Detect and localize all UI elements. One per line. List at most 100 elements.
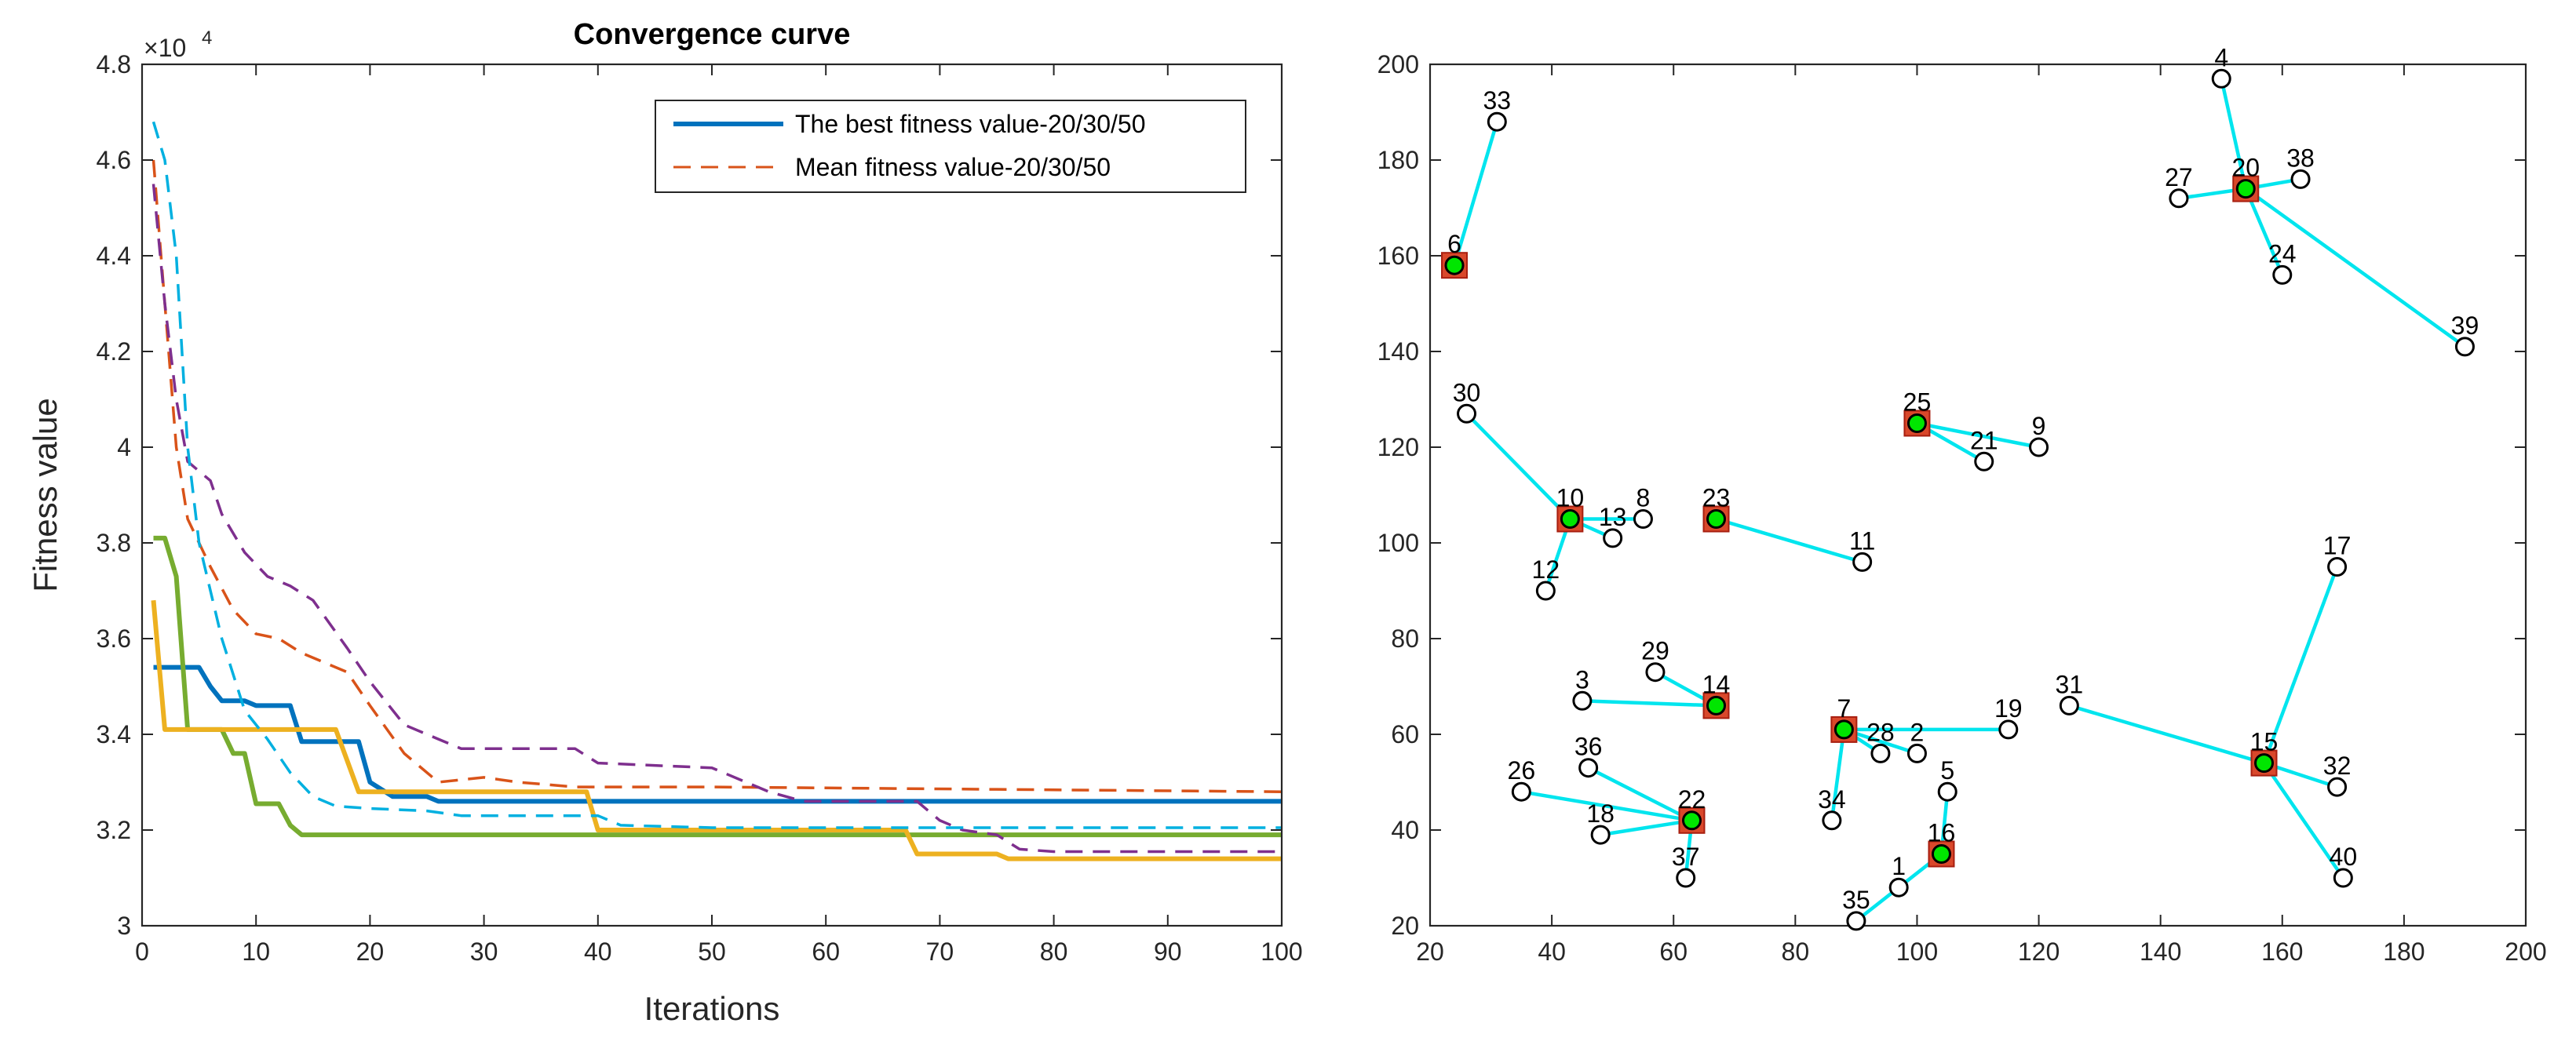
x-tick-label: 50 <box>698 938 726 966</box>
node-16: 16 <box>1928 819 1955 868</box>
node-circle-marker <box>1487 111 1507 132</box>
edge-15-31 <box>2068 704 2265 765</box>
y-axis-title: Fitness value <box>27 398 64 592</box>
y-tick-label: 140 <box>1377 337 1419 366</box>
x-tick-label: 160 <box>2261 938 2303 966</box>
node-5: 5 <box>1937 756 1958 802</box>
node-37: 37 <box>1672 843 1700 888</box>
node-label: 23 <box>1702 484 1731 512</box>
node-label: 25 <box>1903 388 1932 417</box>
node-circle-marker <box>1676 868 1696 888</box>
node-label: 1 <box>1892 852 1906 880</box>
network-plot-frame <box>1428 63 2527 927</box>
node-label: 7 <box>1837 694 1851 723</box>
x-tick-label: 20 <box>1416 938 1444 966</box>
node-label: 27 <box>2165 163 2193 191</box>
node-label: 19 <box>1994 694 2023 723</box>
y-multiplier-base: ×10 <box>144 34 186 62</box>
node-label: 8 <box>1636 484 1651 512</box>
network-nodes: 1234567891011121314151617181920212223242… <box>1441 43 2479 931</box>
edge-7-34 <box>1830 729 1846 821</box>
legend-label-best: The best fitness value-20/30/50 <box>795 110 1146 138</box>
x-tick-label: 200 <box>2505 938 2546 966</box>
node-25: 25 <box>1903 388 1932 437</box>
node-label: 33 <box>1483 86 1512 115</box>
convergence-ticks: 0 10 20 30 40 50 60 70 80 90 100 3 3.2 3.4 3.6 3.8 4 4.2 4… <box>97 50 1303 966</box>
node-21: 21 <box>1970 426 1998 472</box>
node-circle-marker <box>1906 743 1927 763</box>
x-tick-label: 140 <box>2140 938 2181 966</box>
node-12: 12 <box>1532 555 1560 601</box>
hub-circle-marker <box>1706 695 1727 715</box>
network-ticks: 20 40 60 80 100 120 140 160 180 20020406080100120… <box>1377 50 2547 966</box>
node-circle-marker <box>1870 743 1891 763</box>
node-8: 8 <box>1633 484 1653 529</box>
x-tick-label: 0 <box>135 938 149 966</box>
node-circle-marker <box>1645 662 1666 683</box>
x-tick-label: 40 <box>584 938 612 966</box>
node-label: 20 <box>2231 154 2260 182</box>
y-tick-label: 160 <box>1377 242 1419 270</box>
node-13: 13 <box>1599 503 1626 548</box>
x-tick-label: 30 <box>470 938 498 966</box>
x-tick-label: 180 <box>2383 938 2425 966</box>
node-circle-marker <box>1578 758 1599 778</box>
hub-circle-marker <box>2235 179 2256 199</box>
edge-25-9 <box>1917 421 2039 450</box>
node-4: 4 <box>2211 43 2231 89</box>
node-label: 6 <box>1447 230 1461 258</box>
y-tick-label: 4 <box>117 433 131 461</box>
node-2: 2 <box>1906 718 1927 763</box>
node-31: 31 <box>2056 670 2084 715</box>
y-tick-label: 3.8 <box>97 529 131 557</box>
node-22: 22 <box>1678 785 1706 834</box>
node-label: 11 <box>1849 526 1875 555</box>
series-line-mean-orange <box>151 159 1283 793</box>
node-circle-marker <box>1633 509 1653 529</box>
node-circle-marker <box>2272 264 2293 285</box>
node-label: 18 <box>1586 799 1615 828</box>
y-axis-multiplier: ×10 4 <box>144 27 212 62</box>
node-label: 24 <box>2268 239 2297 268</box>
node-label: 30 <box>1453 378 1481 406</box>
edge-20-4 <box>2220 78 2248 190</box>
node-label: 40 <box>2330 843 2358 871</box>
edge-15-40 <box>2262 762 2345 879</box>
hub-circle-marker <box>1681 810 1702 831</box>
node-label: 31 <box>2056 670 2084 698</box>
node-label: 39 <box>2451 311 2479 340</box>
hub-circle-marker <box>1906 413 1927 433</box>
node-9: 9 <box>2029 412 2049 457</box>
x-tick-label: 80 <box>1782 938 1810 966</box>
legend-label-mean: Mean fitness value-20/30/50 <box>795 153 1111 181</box>
convergence-series-group <box>151 121 1283 861</box>
node-label: 3 <box>1575 665 1589 694</box>
y-tick-label: 80 <box>1391 624 1419 653</box>
x-tick-label: 80 <box>1040 938 1068 966</box>
node-circle-marker <box>2029 437 2049 457</box>
y-tick-label: 4.6 <box>97 146 131 174</box>
node-circle-marker <box>1603 528 1623 548</box>
x-axis-title: Iterations <box>644 990 780 1027</box>
node-26: 26 <box>1508 756 1536 802</box>
node-33: 33 <box>1483 86 1512 132</box>
node-label: 14 <box>1702 670 1731 698</box>
node-28: 28 <box>1866 718 1895 763</box>
series-line-mean-purple <box>151 184 1282 854</box>
node-label: 10 <box>1556 484 1585 512</box>
node-label: 2 <box>1910 718 1925 746</box>
node-label: 21 <box>1970 426 1998 454</box>
node-label: 9 <box>2032 412 2046 440</box>
node-label: 26 <box>1508 756 1536 785</box>
node-19: 19 <box>1994 694 2023 740</box>
node-32: 32 <box>2323 752 2351 797</box>
y-tick-label: 4.8 <box>97 50 131 78</box>
edge-22-18 <box>1600 818 1692 837</box>
node-circle-marker <box>2333 868 2353 888</box>
node-34: 34 <box>1818 785 1846 831</box>
node-circle-marker <box>2059 695 2079 715</box>
x-tick-label: 120 <box>2018 938 2060 966</box>
x-tick-label: 100 <box>1896 938 1938 966</box>
hub-circle-marker <box>1706 509 1727 529</box>
